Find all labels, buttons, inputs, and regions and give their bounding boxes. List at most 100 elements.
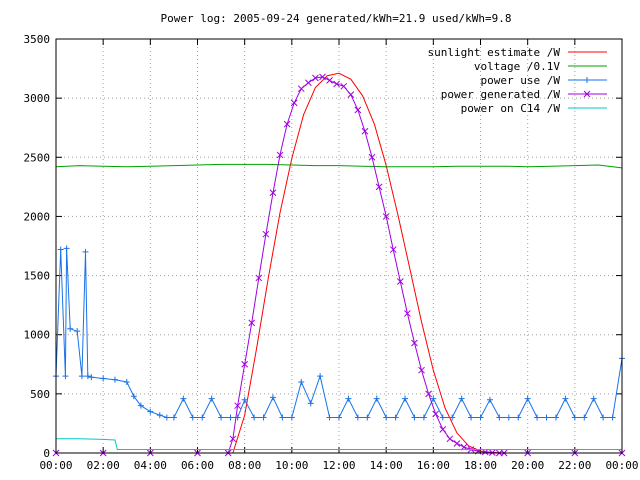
data-point [411, 414, 418, 421]
data-point [432, 410, 440, 418]
data-point [229, 435, 237, 443]
data-point [199, 414, 206, 421]
series-line [55, 248, 623, 418]
x-tick-label: 12:00 [322, 459, 355, 472]
series-line [55, 163, 623, 169]
data-point [288, 414, 295, 421]
data-point [218, 414, 225, 421]
data-point [420, 414, 427, 421]
legend-label: sunlight estimate /W [428, 46, 561, 59]
data-point [361, 127, 369, 135]
data-point [515, 414, 522, 421]
y-tick-label: 2000 [24, 210, 51, 223]
data-point [147, 408, 154, 415]
data-point [163, 414, 170, 421]
data-point [297, 85, 305, 93]
data-point [392, 414, 399, 421]
data-point [283, 120, 291, 128]
legend-label: power on C14 /W [461, 102, 561, 115]
series-sunlight-estimate-w [232, 72, 516, 454]
data-point [326, 414, 333, 421]
data-point [298, 379, 305, 386]
data-point [269, 394, 276, 401]
data-point [571, 414, 578, 421]
data-point [425, 390, 432, 398]
x-tick-label: 20:00 [511, 459, 544, 472]
x-tick-label: 00:00 [39, 459, 72, 472]
x-tick-label: 18:00 [464, 459, 497, 472]
data-point [354, 414, 361, 421]
data-point [319, 73, 326, 81]
x-tick-label: 04:00 [134, 459, 167, 472]
data-point [78, 373, 85, 380]
data-point [180, 395, 187, 402]
data-point [276, 151, 284, 159]
data-point [317, 373, 324, 380]
data-point [600, 414, 607, 421]
x-tick-label: 10:00 [275, 459, 308, 472]
data-point [260, 414, 267, 421]
data-point [248, 319, 256, 327]
data-point [307, 400, 314, 407]
data-point [290, 99, 298, 107]
data-point [304, 79, 312, 87]
data-point [552, 414, 559, 421]
data-point [234, 402, 241, 410]
series-line [232, 72, 516, 454]
data-point [590, 395, 597, 402]
data-point [137, 402, 144, 409]
x-axis-ticks: 00:00 02:00 04:00 06:00 08:00 10:00 12:00 14:00… [39, 39, 639, 472]
data-point [364, 414, 371, 421]
data-point [481, 448, 489, 456]
data-point [279, 414, 286, 421]
data-point [63, 245, 70, 252]
y-tick-label: 3500 [24, 33, 51, 46]
data-point [262, 230, 270, 238]
y-axis-ticks: 0 500 1000 1500 2000 2500 3000 3500 [24, 33, 622, 460]
series-voltage-0-1v [55, 163, 623, 169]
data-point [67, 325, 74, 332]
data-point [123, 379, 130, 386]
legend-label: power generated /W [441, 88, 561, 101]
data-point [340, 82, 348, 90]
y-tick-label: 1000 [24, 329, 51, 342]
data-point [208, 395, 215, 402]
data-point [382, 213, 390, 220]
data-point [354, 106, 362, 114]
data-point [368, 153, 376, 161]
data-point [453, 440, 461, 447]
x-tick-label: 06:00 [181, 459, 214, 472]
data-point [609, 414, 616, 421]
y-tick-label: 1500 [24, 270, 51, 283]
data-point [57, 246, 64, 253]
data-point [439, 425, 447, 433]
data-point [189, 414, 196, 421]
x-tick-label: 16:00 [417, 459, 450, 472]
data-point [312, 74, 319, 82]
data-point [100, 375, 107, 382]
data-point [581, 414, 588, 421]
data-point [111, 376, 118, 383]
data-point [446, 435, 454, 443]
legend-label: power use /W [481, 74, 561, 87]
data-point [411, 339, 418, 347]
data-point [404, 310, 411, 317]
data-point [336, 414, 342, 421]
series-line [56, 438, 622, 450]
data-point [84, 373, 91, 380]
y-tick-label: 2500 [24, 151, 51, 164]
legend-label: voltage /0.1V [474, 60, 560, 73]
data-point [62, 373, 69, 380]
data-point [74, 328, 81, 335]
data-point [486, 396, 493, 403]
data-point [241, 360, 249, 368]
series-power-on-c14-w [56, 438, 622, 450]
data-point [562, 395, 569, 402]
data-point [505, 414, 512, 421]
data-point [130, 393, 137, 400]
data-point [241, 396, 248, 403]
data-point [402, 395, 409, 402]
y-tick-label: 0 [43, 447, 50, 460]
